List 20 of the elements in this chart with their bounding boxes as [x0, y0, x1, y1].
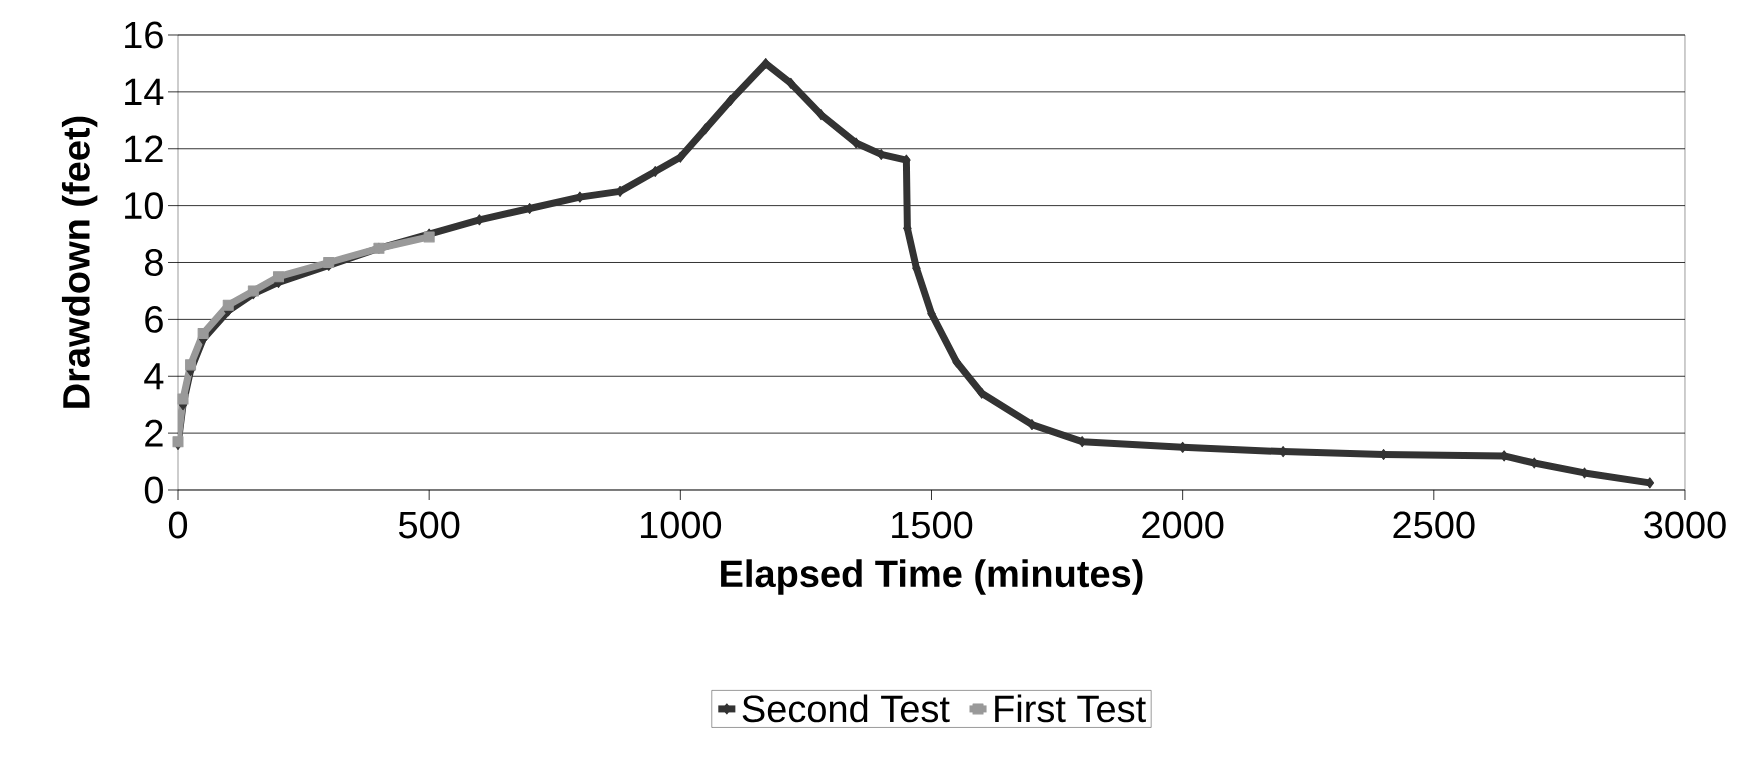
- y-tick-label: 10: [125, 192, 163, 220]
- x-axis-title: Elapsed Time (minutes): [721, 559, 1143, 595]
- y-tick-label: 0: [144, 476, 163, 504]
- x-tick-label: 2000: [1142, 511, 1224, 539]
- y-tick-label: 14: [125, 78, 164, 105]
- x-tick-label: 0: [168, 511, 188, 539]
- x-tick-label: 1500: [892, 511, 973, 539]
- legend-label: Second Test: [742, 694, 950, 723]
- x-tick-label: 2500: [1393, 511, 1475, 539]
- y-tick-label: 8: [144, 249, 163, 276]
- legend-label: First Test: [995, 694, 1146, 723]
- x-tick-label: 1000: [640, 511, 722, 539]
- y-tick-label: 6: [145, 305, 163, 333]
- y-tick-label: 12: [125, 135, 163, 163]
- x-tick-label: 3000: [1644, 511, 1726, 539]
- x-tick-label: 500: [398, 511, 460, 539]
- y-axis-title: Drawdown (feet): [61, 116, 98, 408]
- y-tick-label: 4: [144, 363, 164, 390]
- y-tick-label: 2: [145, 419, 163, 447]
- y-tick-label: 16: [125, 21, 163, 49]
